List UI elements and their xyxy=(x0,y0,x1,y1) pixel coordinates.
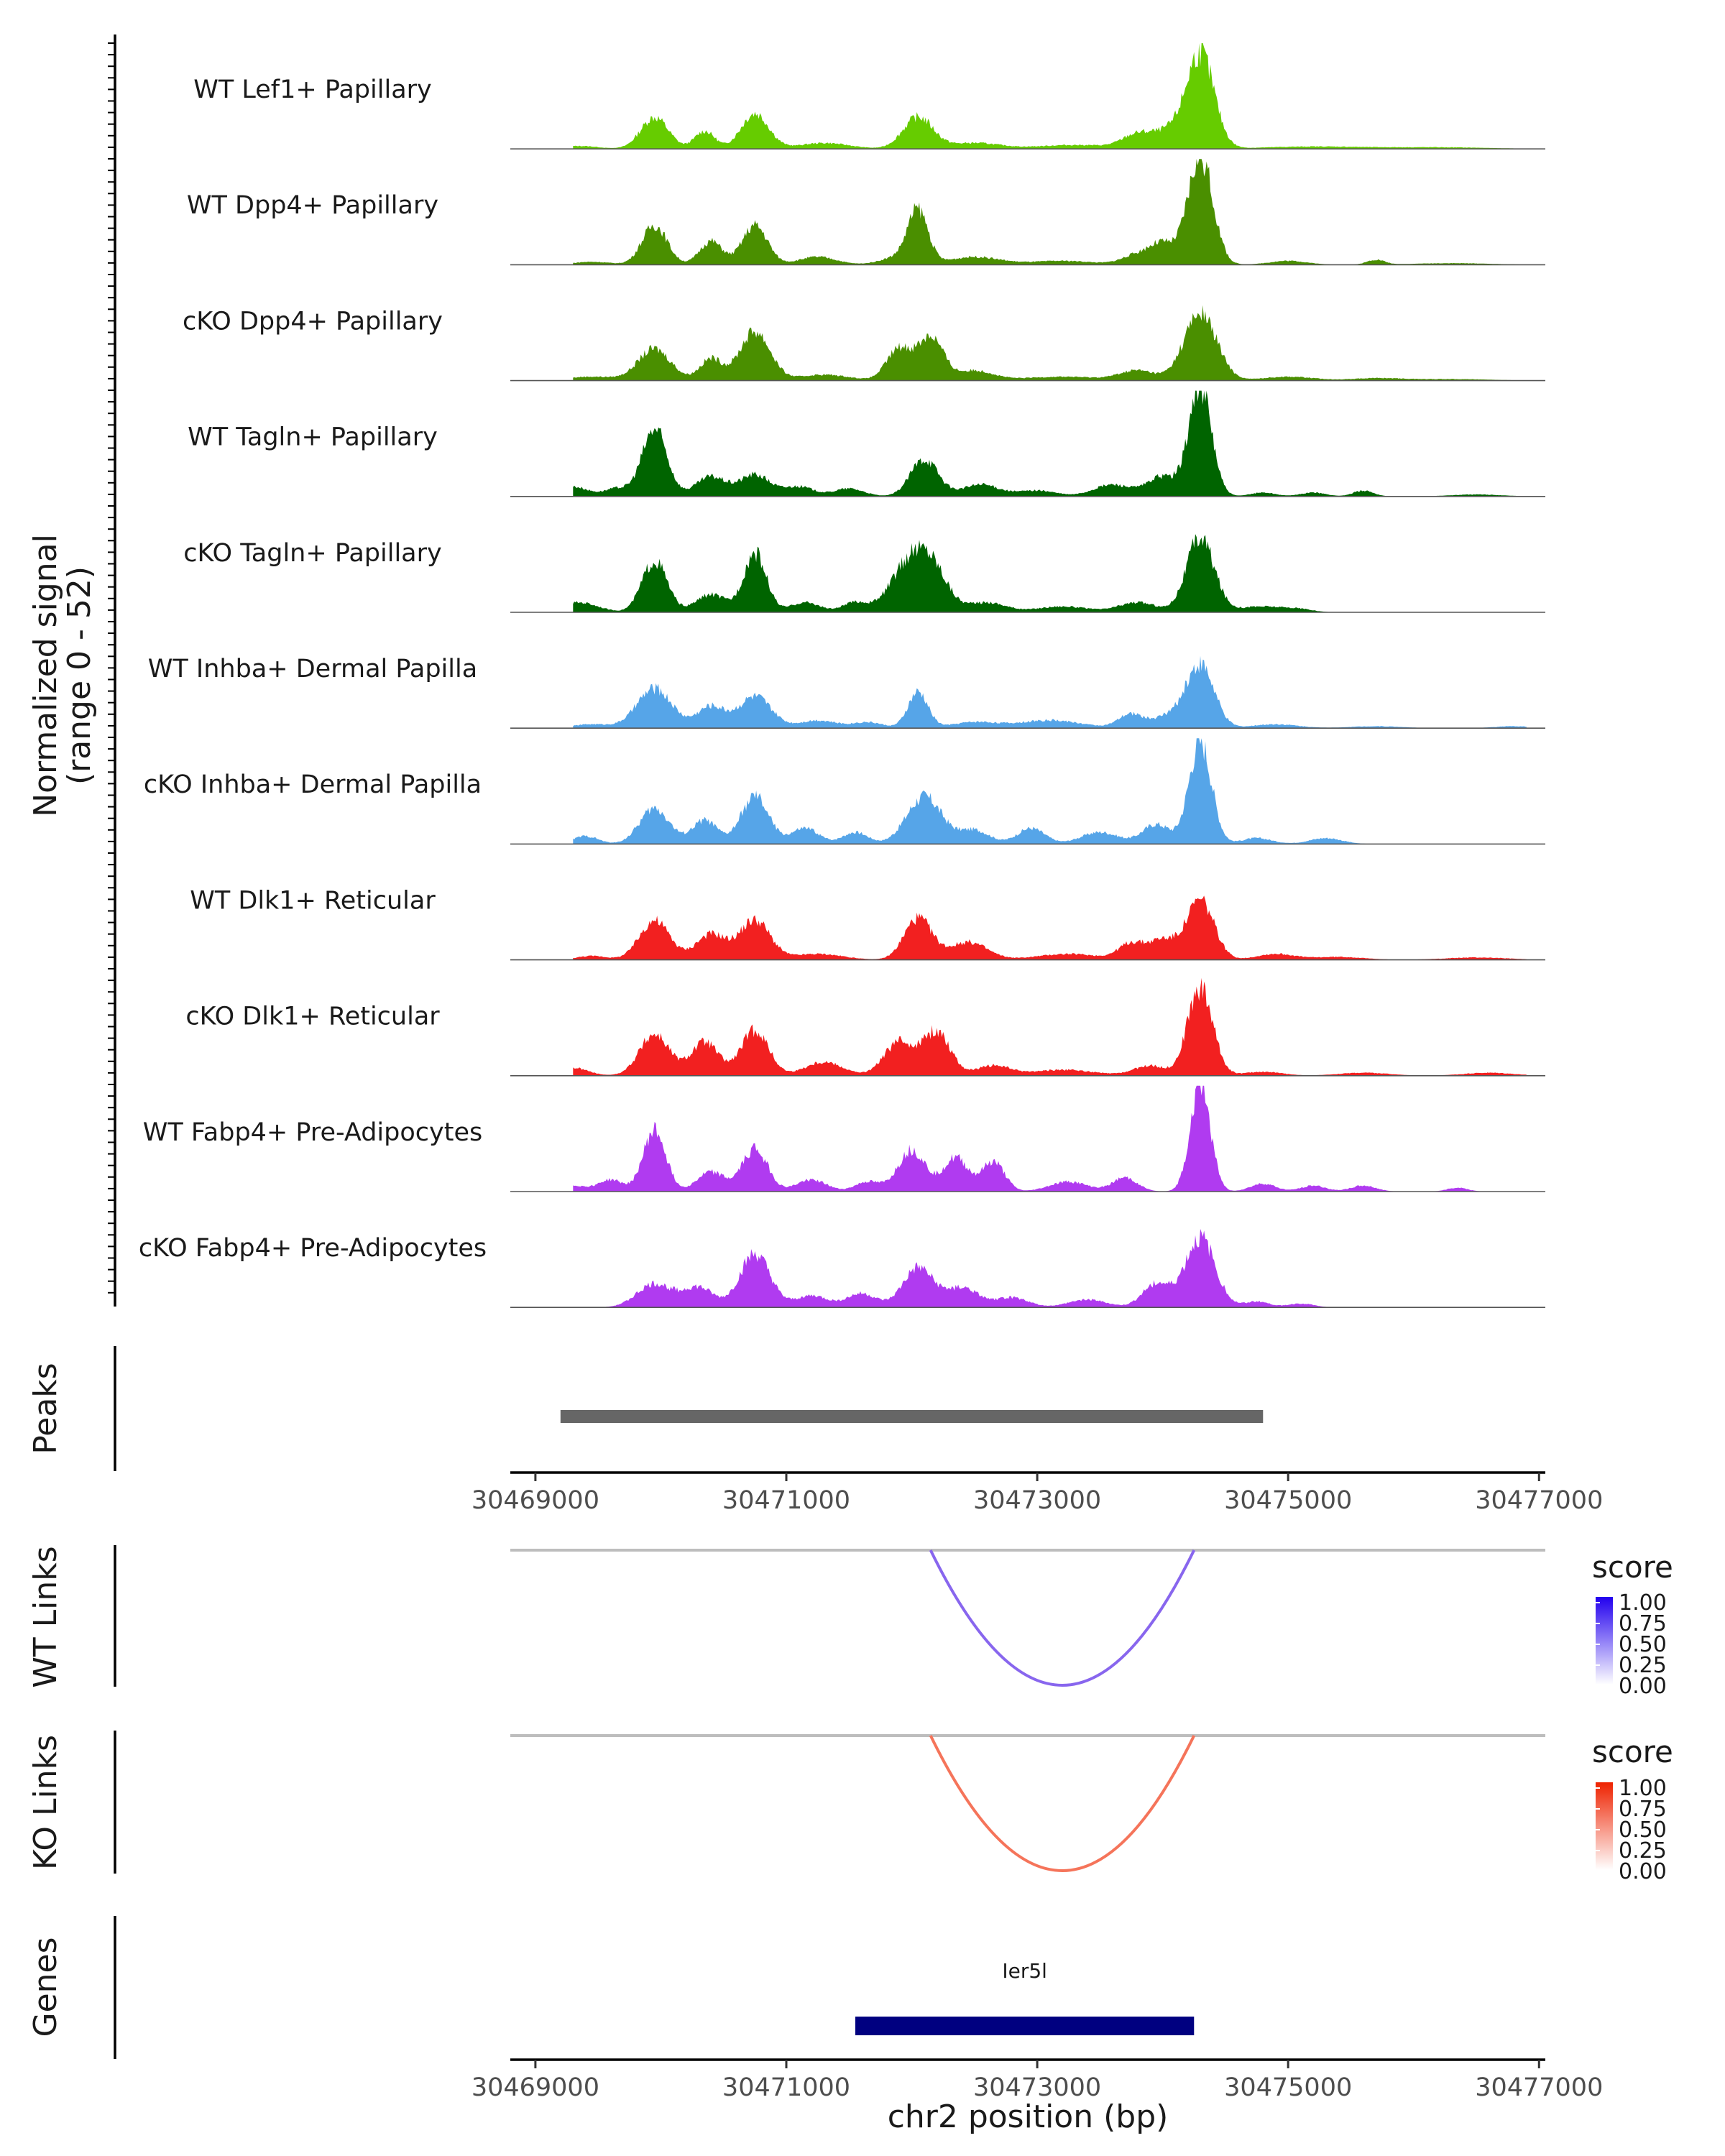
ko-legend-title: score xyxy=(1592,1734,1673,1769)
gene-body xyxy=(855,2017,1195,2035)
x-axis-label: chr2 position (bp) xyxy=(888,2099,1169,2135)
legend-tick-label: 0.75 xyxy=(1619,1797,1667,1822)
x-tick-label: 30471000 xyxy=(722,1486,850,1515)
track-area xyxy=(573,655,1527,729)
track: cKO Inhba+ Dermal Papilla xyxy=(144,738,1545,845)
legend-tick-label: 0.25 xyxy=(1619,1838,1667,1864)
x-tick-label: 30473000 xyxy=(973,2073,1101,2102)
x-tick-label: 30469000 xyxy=(472,1486,599,1515)
wt-score-legend: score 1.000.750.500.250.00 xyxy=(1592,1549,1673,1699)
legend-tick-label: 1.00 xyxy=(1619,1776,1667,1801)
gene-name-label: Ier5l xyxy=(1002,1959,1047,1983)
x-tick-label: 30475000 xyxy=(1224,1486,1352,1515)
signal-tracks: WT Lef1+ Papillary WT Dpp4+ Papillary cKO … xyxy=(139,43,1545,1308)
track-area xyxy=(573,159,1527,265)
x-tick-label: 30477000 xyxy=(1475,2073,1603,2102)
legend-tick-label: 1.00 xyxy=(1619,1590,1667,1616)
y-axis-ticks xyxy=(108,42,115,1294)
legend-tick-label: 0.50 xyxy=(1619,1632,1667,1657)
track: WT Tagln+ Papillary xyxy=(188,390,1545,497)
legend-tick-label: 0.75 xyxy=(1619,1611,1667,1636)
wt-link-arc xyxy=(929,1549,1196,1687)
genes-label: Genes xyxy=(27,1937,64,2037)
x-tick-label: 30475000 xyxy=(1224,2073,1352,2102)
track: cKO Dlk1+ Reticular xyxy=(185,977,1545,1077)
track: WT Fabp4+ Pre-Adipocytes xyxy=(143,1085,1545,1192)
track-area xyxy=(573,43,1527,149)
track-label: WT Tagln+ Papillary xyxy=(188,423,438,452)
track-label: WT Dlk1+ Reticular xyxy=(190,886,436,915)
track: cKO Fabp4+ Pre-Adipocytes xyxy=(139,1229,1545,1308)
track: WT Inhba+ Dermal Papilla xyxy=(148,655,1545,729)
track-label: cKO Dlk1+ Reticular xyxy=(185,1003,440,1031)
x-axis-ticks-bottom: 30469000 30471000 30473000 30475000 30477000 xyxy=(472,2060,1603,2102)
track-area xyxy=(573,738,1527,844)
x-tick-label: 30471000 xyxy=(722,2073,850,2102)
x-tick-label: 30473000 xyxy=(973,1486,1101,1515)
ko-legend-colorbar xyxy=(1596,1782,1613,1870)
track-area xyxy=(573,977,1527,1076)
peak-interval xyxy=(560,1410,1264,1423)
track-area xyxy=(573,895,1527,960)
track-area xyxy=(573,1085,1527,1192)
track-area xyxy=(573,534,1527,612)
track: cKO Tagln+ Papillary xyxy=(183,534,1545,613)
track-area xyxy=(573,390,1527,497)
legend-tick-label: 0.00 xyxy=(1619,1859,1667,1884)
track-label: WT Lef1+ Papillary xyxy=(193,75,432,104)
track-label: cKO Fabp4+ Pre-Adipocytes xyxy=(139,1234,487,1263)
legend-tick-label: 0.25 xyxy=(1619,1653,1667,1678)
track: WT Dlk1+ Reticular xyxy=(190,886,1545,961)
wt-legend-title: score xyxy=(1592,1549,1673,1585)
track-area xyxy=(573,305,1527,381)
x-tick-label: 30477000 xyxy=(1475,1486,1603,1515)
peaks-label: Peaks xyxy=(27,1363,64,1454)
legend-tick-label: 0.00 xyxy=(1619,1674,1667,1699)
track: cKO Dpp4+ Papillary xyxy=(183,305,1545,382)
track-label: cKO Dpp4+ Papillary xyxy=(183,307,443,336)
ko-link-arc xyxy=(929,1735,1196,1872)
y-axis-range: (range 0 - 52) xyxy=(61,566,98,785)
ko-score-legend: score 1.000.750.500.250.00 xyxy=(1592,1734,1673,1884)
track-label: WT Fabp4+ Pre-Adipocytes xyxy=(143,1118,482,1147)
track-label: cKO Tagln+ Papillary xyxy=(183,539,442,568)
wt-legend-colorbar xyxy=(1596,1597,1613,1685)
legend-tick-label: 0.50 xyxy=(1619,1818,1667,1843)
x-tick-label: 30469000 xyxy=(472,2073,599,2102)
track: WT Dpp4+ Papillary xyxy=(187,159,1545,266)
track-label: cKO Inhba+ Dermal Papilla xyxy=(144,770,482,799)
ko-links-label: KO Links xyxy=(27,1735,64,1870)
track-label: WT Inhba+ Dermal Papilla xyxy=(148,655,477,683)
track-area xyxy=(573,1229,1527,1308)
wt-links-label: WT Links xyxy=(27,1546,64,1687)
x-axis-ticks-top: 30469000 30471000 30473000 30475000 30477000 xyxy=(472,1473,1603,1515)
y-axis-label: Normalized signal xyxy=(27,534,64,817)
track: WT Lef1+ Papillary xyxy=(193,43,1545,149)
track-label: WT Dpp4+ Papillary xyxy=(187,191,438,220)
